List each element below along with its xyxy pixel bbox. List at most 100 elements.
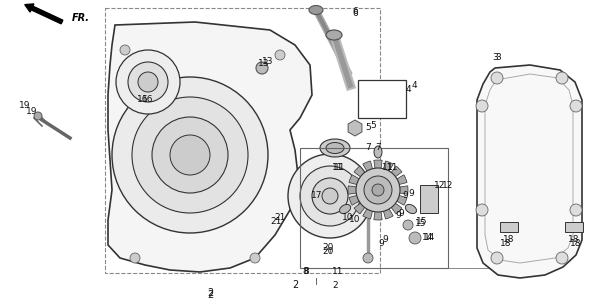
- Text: 20: 20: [322, 244, 334, 253]
- Wedge shape: [378, 190, 402, 214]
- Wedge shape: [363, 190, 378, 219]
- Wedge shape: [349, 175, 378, 190]
- Text: 5: 5: [365, 123, 371, 132]
- Text: 5: 5: [370, 122, 376, 131]
- Text: 18: 18: [568, 235, 580, 244]
- Ellipse shape: [320, 139, 350, 157]
- Circle shape: [288, 154, 372, 238]
- Circle shape: [170, 135, 210, 175]
- Text: 4: 4: [405, 85, 411, 95]
- Circle shape: [322, 188, 338, 204]
- Text: 12: 12: [442, 181, 453, 190]
- Bar: [358, 80, 406, 118]
- Text: 13: 13: [262, 57, 274, 67]
- Text: 17: 17: [312, 191, 323, 200]
- Circle shape: [130, 253, 140, 263]
- Text: 2: 2: [207, 290, 213, 300]
- Text: 19: 19: [19, 101, 31, 110]
- Text: 12: 12: [434, 181, 445, 190]
- Text: 10: 10: [349, 216, 360, 225]
- Text: 11: 11: [332, 268, 344, 277]
- Text: 11: 11: [335, 163, 346, 172]
- Circle shape: [250, 253, 260, 263]
- Bar: [300, 148, 448, 268]
- Circle shape: [372, 184, 384, 196]
- Ellipse shape: [326, 30, 342, 40]
- Text: 16: 16: [137, 95, 149, 104]
- Circle shape: [476, 204, 488, 216]
- Circle shape: [112, 77, 268, 233]
- Wedge shape: [363, 161, 378, 190]
- Text: 9: 9: [378, 238, 384, 247]
- Text: 9: 9: [382, 235, 388, 244]
- Circle shape: [300, 166, 360, 226]
- Text: 15: 15: [417, 218, 428, 226]
- Wedge shape: [349, 190, 378, 205]
- Circle shape: [138, 72, 158, 92]
- Wedge shape: [378, 186, 408, 194]
- Circle shape: [275, 50, 285, 60]
- Circle shape: [570, 100, 582, 112]
- Text: 8: 8: [302, 266, 308, 275]
- Text: 3: 3: [492, 52, 498, 61]
- Text: 4: 4: [412, 82, 418, 91]
- Wedge shape: [378, 175, 407, 190]
- Text: 8: 8: [303, 268, 309, 277]
- Text: 20: 20: [322, 247, 334, 256]
- Text: 21: 21: [270, 218, 281, 226]
- Bar: [420, 185, 438, 213]
- Ellipse shape: [374, 146, 382, 158]
- Text: 9: 9: [408, 190, 414, 198]
- Ellipse shape: [309, 5, 323, 14]
- Wedge shape: [374, 160, 382, 190]
- Text: 2: 2: [207, 288, 213, 298]
- Text: 2: 2: [332, 281, 338, 290]
- Bar: [565, 222, 583, 232]
- Circle shape: [132, 97, 248, 213]
- Text: 14: 14: [422, 234, 434, 243]
- Text: 10: 10: [342, 213, 353, 222]
- Circle shape: [556, 252, 568, 264]
- Text: 18: 18: [500, 240, 512, 249]
- Text: 9: 9: [398, 209, 404, 219]
- Text: 11: 11: [332, 163, 344, 172]
- Text: 11: 11: [382, 163, 394, 172]
- Circle shape: [290, 195, 300, 205]
- Text: 6: 6: [352, 7, 358, 15]
- Circle shape: [409, 232, 421, 244]
- Ellipse shape: [326, 142, 344, 154]
- Circle shape: [364, 176, 392, 204]
- Polygon shape: [477, 65, 582, 278]
- Text: FR.: FR.: [72, 13, 90, 23]
- Text: 18: 18: [571, 240, 582, 249]
- Text: 21: 21: [274, 213, 286, 222]
- Wedge shape: [374, 190, 382, 220]
- Ellipse shape: [339, 204, 350, 214]
- Circle shape: [403, 220, 413, 230]
- Text: 15: 15: [415, 219, 427, 228]
- Text: 16: 16: [142, 95, 154, 104]
- Circle shape: [128, 62, 168, 102]
- Text: 9: 9: [395, 210, 401, 219]
- Text: 6: 6: [352, 10, 358, 18]
- Text: 19: 19: [26, 107, 38, 116]
- Circle shape: [116, 50, 180, 114]
- Wedge shape: [354, 190, 378, 214]
- FancyArrow shape: [25, 4, 63, 24]
- Text: 9: 9: [402, 191, 408, 200]
- Bar: [105, 8, 380, 273]
- Wedge shape: [378, 166, 402, 190]
- Circle shape: [570, 204, 582, 216]
- Wedge shape: [378, 161, 393, 190]
- Circle shape: [356, 168, 400, 212]
- Circle shape: [152, 117, 228, 193]
- Text: 14: 14: [424, 234, 435, 243]
- Wedge shape: [354, 166, 378, 190]
- Circle shape: [34, 112, 42, 120]
- Text: 18: 18: [503, 235, 514, 244]
- Text: 11: 11: [387, 163, 399, 172]
- Circle shape: [120, 45, 130, 55]
- Text: 3: 3: [495, 54, 501, 63]
- Circle shape: [491, 252, 503, 264]
- Text: 2: 2: [292, 280, 298, 290]
